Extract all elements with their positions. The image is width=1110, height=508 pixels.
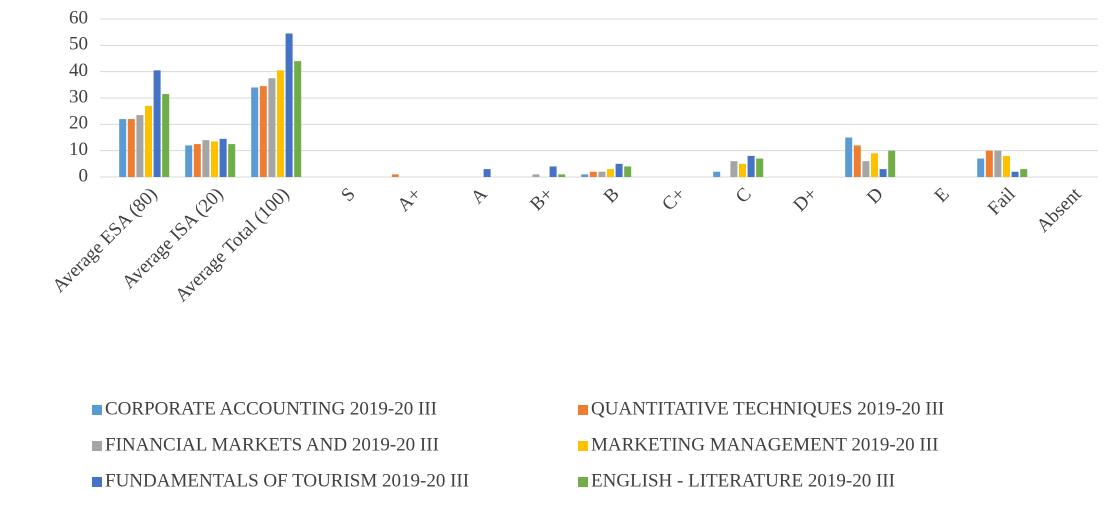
bar bbox=[532, 174, 540, 177]
bar bbox=[185, 145, 193, 177]
x-tick-label: Average Total (100) bbox=[171, 184, 293, 306]
bar bbox=[756, 158, 764, 177]
legend-swatch bbox=[578, 405, 588, 415]
bar bbox=[153, 70, 161, 177]
bar bbox=[558, 174, 566, 177]
bar bbox=[259, 86, 267, 177]
x-tick-label: Fail bbox=[984, 184, 1020, 220]
bar bbox=[285, 33, 293, 177]
legend-label: ENGLISH - LITERATURE 2019-20 III bbox=[591, 470, 895, 491]
bar bbox=[145, 105, 152, 177]
bar bbox=[879, 169, 887, 177]
x-tick-label: C bbox=[732, 184, 756, 208]
bar bbox=[977, 158, 985, 177]
x-tick-label: C+ bbox=[658, 184, 689, 215]
y-tick-label: 0 bbox=[79, 165, 89, 186]
legend-swatch bbox=[92, 477, 102, 487]
bar bbox=[598, 171, 606, 177]
bar bbox=[589, 171, 597, 177]
x-tick-label: S bbox=[337, 184, 359, 206]
legend-swatch bbox=[578, 441, 588, 451]
bar bbox=[607, 169, 614, 177]
bar bbox=[862, 161, 870, 177]
legend-swatch bbox=[578, 477, 588, 487]
bar bbox=[228, 144, 236, 177]
legend-swatch bbox=[92, 405, 102, 415]
bar bbox=[1003, 155, 1010, 177]
bar bbox=[127, 119, 135, 177]
y-tick-label: 10 bbox=[69, 139, 88, 160]
bar bbox=[202, 140, 210, 177]
bar bbox=[277, 70, 284, 177]
bar bbox=[713, 171, 721, 177]
bar bbox=[549, 166, 557, 177]
bar bbox=[1020, 169, 1028, 177]
y-tick-label: 30 bbox=[69, 86, 88, 107]
bar bbox=[994, 150, 1002, 177]
legend-label: CORPORATE ACCOUNTING 2019-20 III bbox=[105, 398, 437, 419]
legend-label: MARKETING MANAGEMENT 2019-20 III bbox=[591, 434, 938, 455]
x-tick-label: B bbox=[600, 184, 624, 208]
bar bbox=[193, 144, 201, 177]
bar bbox=[268, 78, 276, 177]
x-tick-label: D bbox=[863, 184, 888, 209]
x-tick-label: E bbox=[931, 184, 954, 207]
bar bbox=[294, 61, 302, 178]
bar bbox=[845, 137, 853, 177]
bar bbox=[853, 145, 861, 177]
bar bbox=[888, 150, 896, 177]
legend-label: QUANTITATIVE TECHNIQUES 2019-20 III bbox=[591, 398, 944, 419]
bar bbox=[747, 155, 755, 177]
bar bbox=[211, 141, 218, 177]
x-tick-label: A bbox=[467, 184, 492, 209]
x-tick-label: A+ bbox=[393, 184, 425, 216]
bar bbox=[581, 174, 589, 177]
bar bbox=[219, 138, 227, 177]
y-tick-label: 50 bbox=[69, 34, 88, 55]
y-tick-label: 60 bbox=[69, 7, 88, 28]
bar bbox=[624, 166, 632, 177]
legend-label: FUNDAMENTALS OF TOURISM 2019-20 III bbox=[105, 470, 469, 491]
legend-swatch bbox=[92, 441, 102, 451]
y-tick-label: 40 bbox=[69, 60, 88, 81]
x-tick-label: D+ bbox=[789, 184, 821, 216]
bar bbox=[739, 163, 746, 177]
bar bbox=[391, 174, 399, 177]
bar bbox=[730, 161, 738, 177]
bar bbox=[136, 115, 144, 177]
x-tick-label: Absent bbox=[1033, 183, 1086, 236]
x-tick-label: B+ bbox=[526, 184, 557, 215]
bar bbox=[251, 87, 259, 177]
legend-label: FINANCIAL MARKETS AND 2019-20 III bbox=[105, 434, 439, 455]
bar bbox=[985, 150, 993, 177]
bar bbox=[119, 119, 127, 177]
bar bbox=[1011, 171, 1019, 177]
bar bbox=[871, 153, 878, 177]
y-tick-label: 20 bbox=[69, 113, 88, 134]
bar bbox=[483, 169, 491, 177]
bar bbox=[162, 94, 170, 177]
bar bbox=[615, 163, 623, 177]
